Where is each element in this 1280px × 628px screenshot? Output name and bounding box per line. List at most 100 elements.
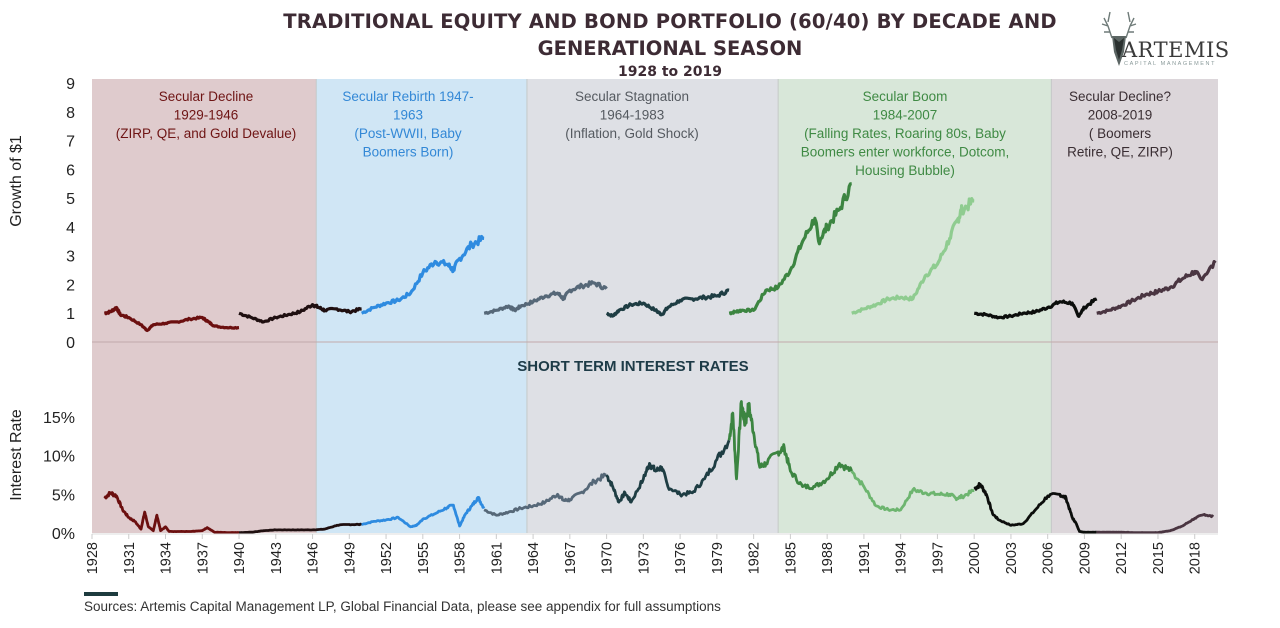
- xtick-label: 1937: [195, 542, 211, 574]
- growth-ytick-label: 9: [66, 76, 75, 93]
- xtick-label: 1964: [526, 542, 542, 574]
- rate-line-7: [973, 481, 1097, 534]
- rate-line-6: [850, 470, 975, 513]
- season-band-secular-decline-2: [1051, 79, 1218, 533]
- season-label-line: 1964-1983: [600, 108, 665, 123]
- growth-ytick-label: 7: [66, 134, 75, 151]
- growth-ytick-label: 5: [66, 191, 75, 208]
- chart-title-line2: GENERATIONAL SEASON: [537, 37, 803, 60]
- growth-line-1: [238, 303, 362, 324]
- season-band-secular-rebirth: [316, 79, 527, 533]
- growth-line-0: [103, 305, 240, 333]
- season-band-secular-boom: [778, 79, 1052, 533]
- season-label-line: (ZIRP, QE, and Gold Devalue): [116, 126, 297, 141]
- chart-subtitle: 1928 to 2019: [618, 64, 722, 80]
- growth-line-3: [483, 280, 608, 315]
- growth-ytick-label: 2: [66, 277, 75, 294]
- source-accent-bar: [84, 592, 118, 596]
- xtick-label: 2015: [1151, 542, 1167, 574]
- xtick-label: 2009: [1077, 542, 1093, 574]
- growth-ytick-label: 3: [66, 249, 75, 266]
- growth-line-5: [728, 182, 853, 316]
- xtick-label: 2003: [1004, 542, 1020, 574]
- rate-line-4: [605, 439, 731, 504]
- growth-line-6: [851, 197, 975, 315]
- growth-ytick-label: 8: [66, 105, 75, 122]
- growth-ytick-label: 4: [66, 220, 75, 237]
- rate-series: [103, 400, 1215, 535]
- xtick-label: 1961: [489, 542, 505, 574]
- season-label-line: Secular Stagnation: [575, 89, 689, 104]
- xtick-label: 1979: [710, 542, 726, 574]
- season-label-line: 1929-1946: [174, 108, 239, 123]
- xtick-label: 1973: [636, 542, 652, 574]
- season-label-line: 2008-2019: [1088, 108, 1153, 123]
- growth-series: [103, 182, 1217, 333]
- growth-axis-label: Growth of $1: [8, 135, 25, 227]
- season-label-line: 1963: [393, 108, 423, 123]
- rate-line-2: [361, 495, 486, 529]
- growth-ytick-label: 1: [66, 306, 75, 323]
- logo-tagline: CAPITAL MANAGEMENT: [1124, 61, 1217, 67]
- stag-head-icon: [1101, 11, 1137, 66]
- xtick-label: 1949: [342, 542, 358, 574]
- growth-ytick-label: 6: [66, 162, 75, 179]
- season-band-secular-decline-1: [92, 79, 317, 533]
- season-label-line: Secular Rebirth 1947-: [342, 89, 473, 104]
- xtick-label: 1934: [159, 542, 175, 574]
- xtick-label: 2000: [967, 542, 983, 574]
- rate-ytick-label: 0%: [52, 526, 75, 543]
- season-label-line: (Falling Rates, Roaring 80s, Baby: [804, 126, 1006, 141]
- season-labels: Secular Decline 1929-1946 (ZIRP, QE, and G…: [116, 89, 1173, 178]
- xtick-label: 1955: [416, 542, 432, 574]
- xtick-label: 2006: [1041, 542, 1057, 574]
- growth-line-7: [973, 297, 1098, 320]
- rate-line-8: [1096, 513, 1215, 535]
- rate-ytick-label: 10%: [43, 449, 75, 466]
- rate-line-3: [483, 472, 607, 517]
- rate-axis-label: Interest Rate: [8, 409, 25, 501]
- xtick-label: 1946: [306, 542, 322, 574]
- xtick-label: 2018: [1188, 542, 1204, 574]
- season-label-line: Housing Bubble): [855, 163, 955, 178]
- xtick-label: 1982: [747, 542, 763, 574]
- logo-wordmark: ARTEMIS: [1122, 38, 1230, 62]
- xtick-label: 1997: [930, 542, 946, 574]
- xtick-label: 2012: [1114, 542, 1130, 574]
- xtick-label: 1958: [453, 542, 469, 574]
- season-label-line: Boomers Born): [363, 145, 454, 160]
- rate-line-0: [103, 490, 240, 534]
- xtick-label: 1988: [820, 542, 836, 574]
- season-label-line: Boomers enter workforce, Dotcom,: [801, 145, 1010, 160]
- xtick-label: 1985: [783, 542, 799, 574]
- xtick-label: 1970: [600, 542, 616, 574]
- season-label-line: Retire, QE, ZIRP): [1067, 145, 1173, 160]
- growth-line-4: [605, 288, 730, 318]
- rate-ytick-label: 5%: [52, 487, 75, 504]
- growth-ytick-label: 0: [66, 335, 75, 352]
- season-label-line: (Inflation, Gold Shock): [565, 126, 699, 141]
- rate-line-1: [238, 522, 363, 534]
- xtick-label: 1943: [269, 542, 285, 574]
- season-label-line: Secular Decline: [159, 89, 254, 104]
- xtick-label: 1994: [894, 542, 910, 574]
- season-label-line: Secular Decline?: [1069, 89, 1171, 104]
- rate-ytick-label: 15%: [43, 410, 75, 427]
- season-label-line: (Post-WWII, Baby: [354, 126, 462, 141]
- xtick-label: 1940: [232, 542, 248, 574]
- xtick-label: 1931: [122, 542, 138, 574]
- growth-line-8: [1096, 260, 1217, 315]
- axes: 0 1 2 3 4 5 6 7 8 9 Growth of $1 0% 5% 10% 15% Interest…: [8, 76, 1218, 574]
- season-label-line: ( Boomers: [1089, 126, 1152, 141]
- season-label-line: Secular Boom: [863, 89, 948, 104]
- xtick-label: 1967: [563, 542, 579, 574]
- xtick-label: 1976: [673, 542, 689, 574]
- rates-panel-title: SHORT TERM INTEREST RATES: [517, 358, 748, 375]
- growth-line-2: [360, 234, 485, 315]
- rate-line-5: [727, 400, 854, 491]
- chart-title-line1: TRADITIONAL EQUITY AND BOND PORTFOLIO (6…: [283, 10, 1057, 33]
- xtick-label: 1952: [379, 542, 395, 574]
- season-label-line: 1984-2007: [873, 108, 938, 123]
- source-note: Sources: Artemis Capital Management LP, …: [84, 599, 721, 614]
